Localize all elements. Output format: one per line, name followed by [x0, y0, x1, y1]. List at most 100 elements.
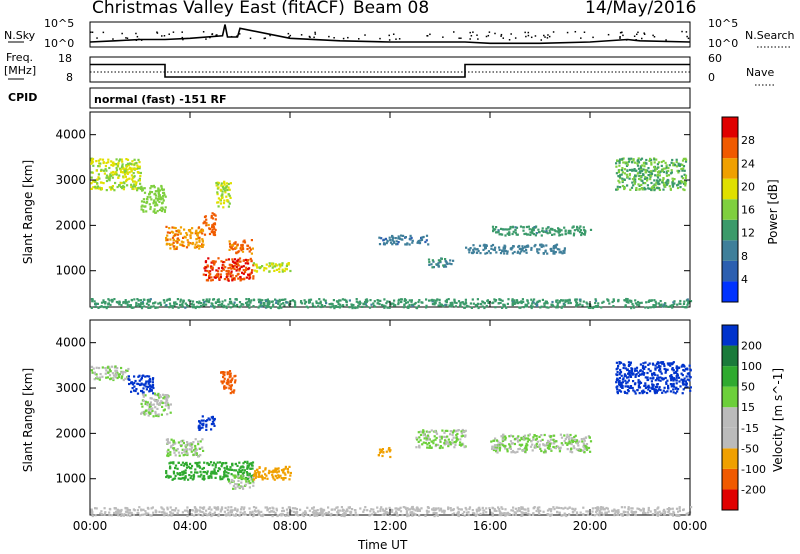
power-cell [589, 306, 592, 309]
power-cell [285, 268, 288, 271]
power-cell [567, 232, 570, 235]
power-cell [136, 171, 140, 174]
power-cell [97, 165, 100, 168]
velocity-cell [270, 470, 273, 473]
velocity-cell [221, 382, 224, 385]
power-cell [182, 301, 185, 304]
velocity-cell [108, 507, 111, 511]
velocity-cell [564, 442, 567, 445]
velocity-cell [509, 434, 513, 437]
power-cell [520, 301, 523, 305]
velocity-cell [390, 510, 394, 513]
noise-dot [453, 31, 455, 33]
velocity-cell [163, 514, 166, 517]
power-cell [158, 194, 161, 197]
power-cell [583, 233, 586, 236]
power-cell [335, 300, 339, 303]
velocity-cell [654, 367, 657, 370]
velocity-cell [643, 511, 646, 514]
noise-dot [358, 38, 360, 40]
velocity-cell [140, 378, 143, 381]
velocity-cell [435, 432, 439, 435]
power-cell [483, 243, 486, 246]
power-cell [453, 299, 456, 302]
power-cell [669, 304, 672, 307]
power-cell [413, 303, 416, 306]
velocity-cell [171, 478, 174, 481]
velocity-cell [192, 441, 195, 444]
velocity-cell [103, 512, 106, 515]
velocity-cell [308, 509, 311, 512]
power-cell [126, 168, 129, 171]
velocity-cell [682, 388, 685, 391]
velocity-cell [666, 362, 669, 365]
velocity-cell [381, 513, 384, 516]
velocity-cell [239, 476, 242, 479]
velocity-cell [380, 506, 383, 509]
power-cell [97, 159, 100, 162]
velocity-cell [527, 434, 530, 437]
velocity-cell [596, 508, 600, 511]
power-cell [229, 306, 232, 309]
velocity-cell [195, 452, 198, 455]
power-cell [376, 302, 379, 305]
power-cell [195, 301, 199, 304]
power-cell [287, 263, 290, 266]
velocity-cell [500, 514, 503, 517]
velocity-cell [146, 404, 149, 407]
power-cell [504, 228, 507, 231]
velocity-cell [440, 435, 443, 438]
power-cell [618, 160, 621, 163]
power-cell [545, 230, 548, 233]
velocity-cell [194, 451, 197, 454]
velocity-cell [108, 514, 111, 517]
velocity-cell [432, 512, 435, 515]
power-cell [105, 179, 109, 183]
velocity-cell [353, 509, 357, 512]
power-cell [445, 298, 448, 301]
velocity-cell [641, 370, 644, 373]
velocity-cell [500, 512, 503, 515]
velocity-cell [177, 473, 180, 476]
power-cell [675, 160, 678, 164]
velocity-cell [560, 507, 563, 510]
noise-dot [392, 33, 395, 35]
power-cell [543, 302, 547, 305]
power-cell [286, 263, 289, 266]
power-cell [173, 247, 176, 250]
velocity-cell [210, 470, 213, 473]
noise-dot [580, 37, 582, 39]
noise-dot [510, 33, 512, 35]
power-cell [90, 158, 93, 162]
velocity-cell [617, 511, 620, 514]
velocity-cell [240, 481, 243, 484]
power-cell [445, 300, 448, 303]
velocity-cell [226, 468, 230, 471]
velocity-cell [229, 466, 232, 469]
freq-label: Freq. [6, 51, 34, 64]
power-cell [214, 214, 217, 217]
velocity-cell [663, 364, 666, 367]
power-cell [175, 302, 178, 306]
velocity-cell [451, 442, 454, 445]
noise-dot [342, 37, 345, 40]
velocity-cell [617, 364, 620, 367]
velocity-cell [385, 512, 388, 515]
power-cell [293, 305, 297, 308]
velocity-cell [140, 376, 143, 380]
noise-dot [156, 31, 158, 33]
velocity-cell [687, 511, 690, 515]
velocity-cell [124, 377, 127, 380]
power-cell [217, 270, 220, 273]
velocity-cell [498, 447, 501, 450]
velocity-cell [556, 511, 559, 514]
velocity-cell [237, 473, 240, 476]
velocity-cell [620, 374, 623, 377]
velocity-cell [517, 448, 520, 451]
power-cell [582, 300, 585, 303]
velocity-cell [174, 454, 177, 457]
velocity-cell [670, 374, 673, 377]
velocity-cell [552, 506, 555, 509]
power-cell [549, 227, 552, 230]
